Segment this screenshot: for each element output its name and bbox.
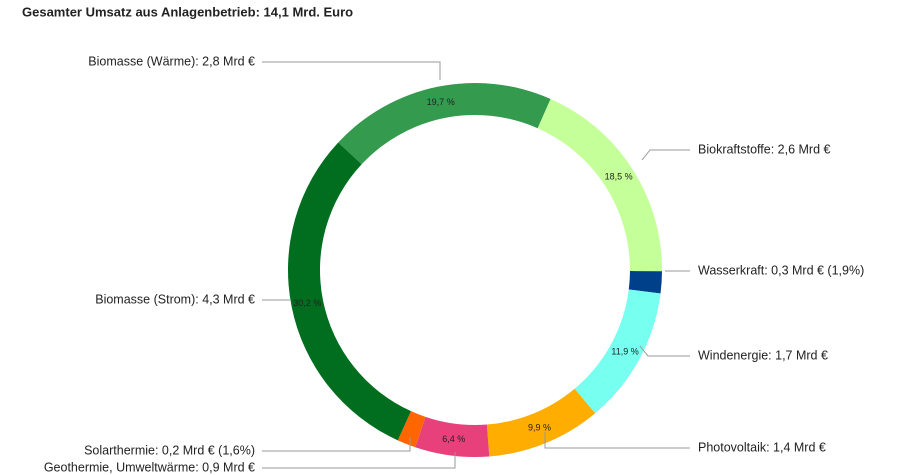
data-label: 18,5 % bbox=[605, 172, 633, 182]
donut-segment bbox=[486, 388, 596, 457]
category-label: Biomasse (Wärme): 2,8 Mrd € bbox=[88, 54, 255, 68]
category-label: Windenergie: 1,7 Mrd € bbox=[698, 348, 828, 362]
category-label: Geothermie, Umweltwärme: 0,9 Mrd € bbox=[44, 460, 255, 474]
donut-segment bbox=[628, 271, 662, 294]
data-label: 30,2 % bbox=[293, 298, 321, 308]
category-label: Solarthermie: 0,2 Mrd € (1,6%) bbox=[84, 443, 255, 457]
leader-line bbox=[544, 432, 690, 449]
donut-segment bbox=[537, 98, 662, 272]
category-label: Biomasse (Strom): 4,3 Mrd € bbox=[95, 292, 255, 306]
category-label: Photovoltaik: 1,4 Mrd € bbox=[698, 440, 826, 454]
data-label: 19,7 % bbox=[427, 97, 455, 107]
donut-segment bbox=[574, 289, 661, 414]
chart-subtitle: Gesamter Umsatz aus Anlagenbetrieb: 14,1… bbox=[22, 4, 353, 19]
donut-segment bbox=[338, 82, 551, 165]
leader-line bbox=[262, 437, 411, 452]
donut-segment bbox=[415, 416, 490, 457]
data-label: 11,9 % bbox=[611, 346, 638, 356]
category-label: Wasserkraft: 0,3 Mrd € (1,9%) bbox=[698, 263, 864, 277]
donut-segment bbox=[287, 142, 411, 441]
donut-segment bbox=[397, 411, 426, 448]
leader-line bbox=[262, 452, 456, 469]
leader-line bbox=[641, 149, 690, 161]
leader-line bbox=[262, 61, 441, 80]
data-label: 9,9 % bbox=[528, 423, 551, 433]
leader-line bbox=[639, 345, 690, 357]
data-label: 6,4 % bbox=[442, 434, 465, 444]
category-label: Biokraftstoffe: 2,6 Mrd € bbox=[698, 142, 831, 156]
